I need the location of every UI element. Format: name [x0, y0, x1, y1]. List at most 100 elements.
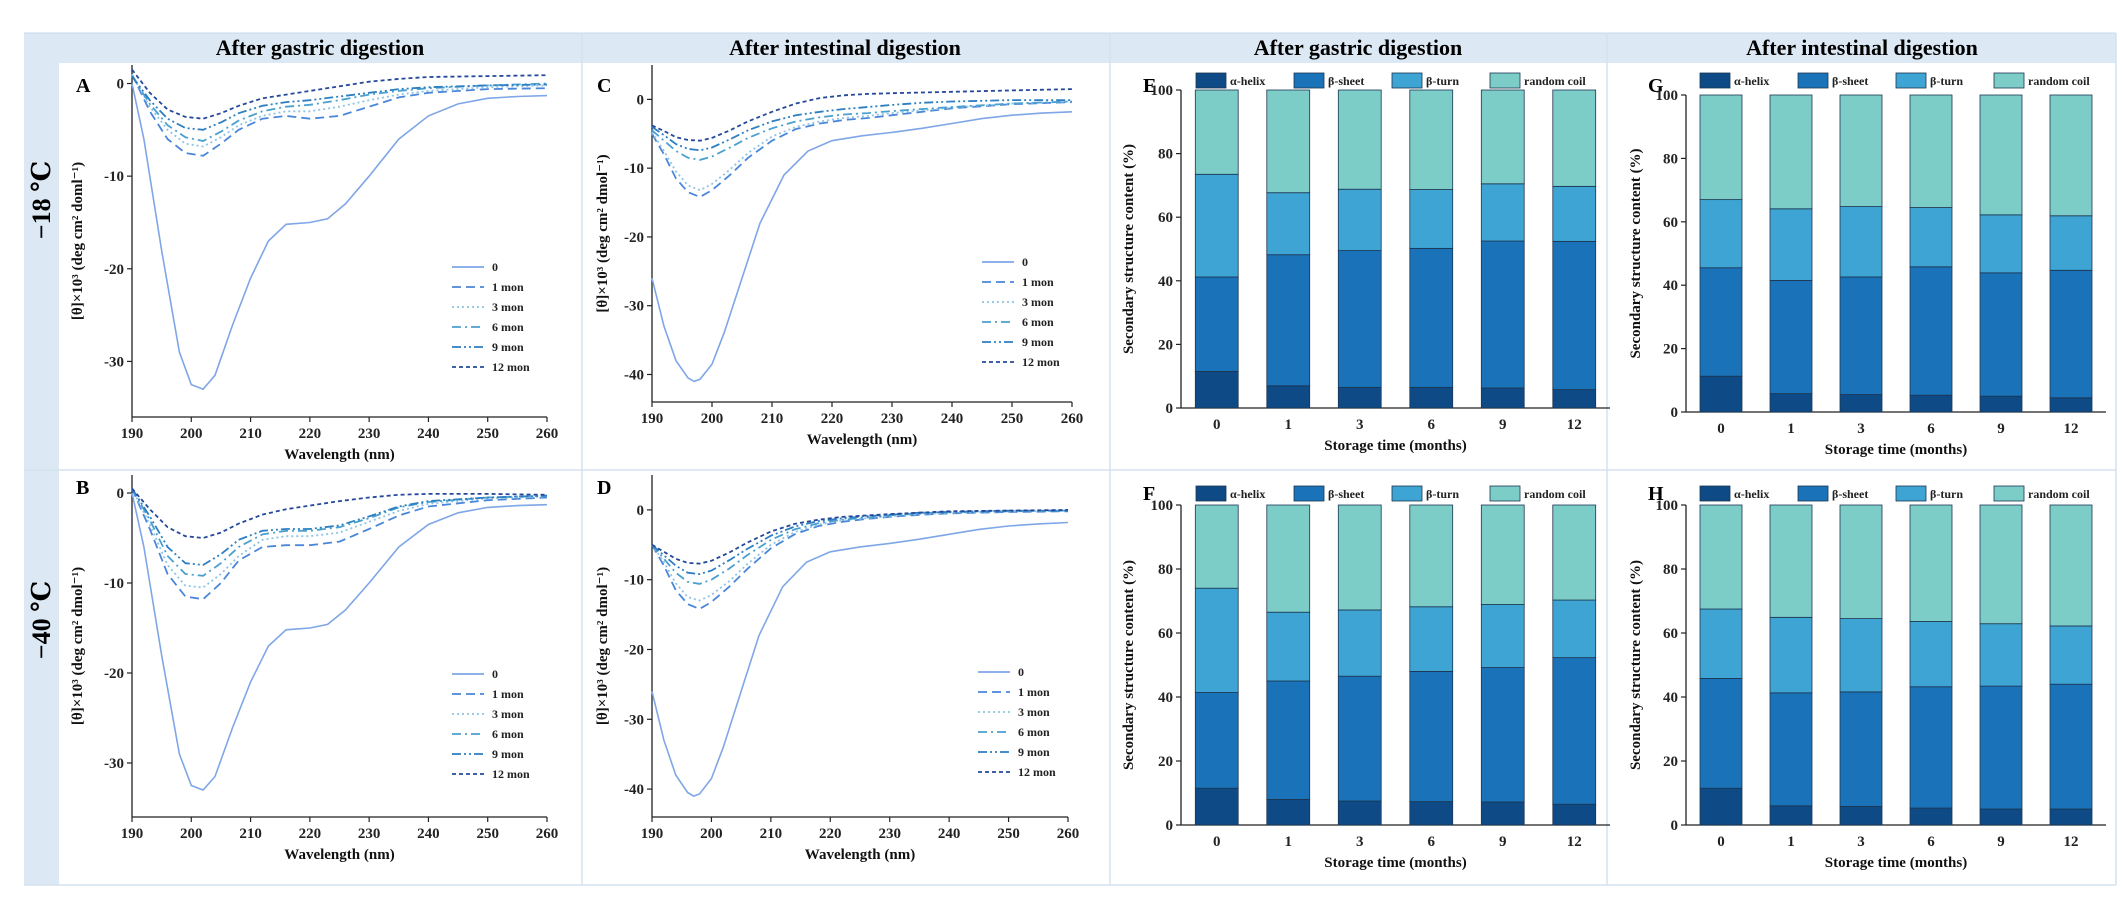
- series-line-3-mon: [651, 100, 1073, 192]
- bar-segment-random-coil: [1480, 89, 1525, 185]
- bar-segment-β-sheet: [2049, 683, 2093, 810]
- column-title-4: After intestinal digestion: [1746, 35, 1978, 60]
- y-tick-label: 20: [1158, 337, 1173, 353]
- legend-label: random coil: [2028, 74, 2090, 88]
- bar-segment-α-helix: [1699, 787, 1743, 826]
- bar-segment-random-coil: [1979, 94, 2023, 216]
- y-tick-label: 0: [117, 486, 125, 502]
- legend-label: 6 mon: [1018, 725, 1050, 739]
- bar-segment-β-sheet: [1266, 254, 1311, 387]
- y-tick-label: 80: [1663, 151, 1678, 167]
- legend-label: β-sheet: [1328, 74, 1364, 88]
- bar-segment-β-sheet: [1769, 692, 1813, 807]
- x-tick-label: 250: [1001, 411, 1024, 427]
- column-title-1: After gastric digestion: [216, 35, 425, 60]
- column-title-3: After gastric digestion: [1254, 35, 1463, 60]
- bar-segment-random-coil: [1909, 504, 1953, 622]
- y-tick-label: -10: [624, 573, 644, 589]
- legend-label: random coil: [1524, 487, 1586, 501]
- bar-segment-random-coil: [1409, 89, 1454, 190]
- legend-swatch: [1797, 72, 1829, 89]
- y-tick-label: 40: [1663, 690, 1678, 706]
- bar-segment-β-sheet: [1979, 272, 2023, 397]
- bar-segment-α-helix: [2049, 397, 2093, 413]
- x-tick-label: 230: [358, 826, 381, 842]
- y-tick-label: -40: [624, 782, 644, 798]
- series-line-1-mon: [131, 488, 548, 601]
- bar-segment-random-coil: [1839, 94, 1883, 207]
- legend-label: 9 mon: [492, 747, 524, 761]
- bar-segment-β-turn: [1480, 604, 1525, 668]
- x-tick-label: 9: [1499, 834, 1507, 850]
- x-tick-label: 3: [1356, 417, 1364, 433]
- bar-segment-random-coil: [1552, 89, 1597, 187]
- bar-segment-β-turn: [1839, 618, 1883, 693]
- bar-segment-α-helix: [1552, 389, 1597, 409]
- bar-segment-β-turn: [1337, 609, 1382, 677]
- bar-segment-β-sheet: [1909, 686, 1953, 809]
- bar-segment-β-turn: [1194, 587, 1239, 693]
- series-line-0: [131, 83, 548, 391]
- bar-segment-β-turn: [2049, 215, 2093, 271]
- series-line-1-mon: [131, 73, 548, 157]
- legend-swatch: [1195, 72, 1227, 89]
- bar-segment-β-turn: [1552, 185, 1597, 242]
- y-axis-label: [θ]×10³ (deg cm² doml⁻¹): [70, 162, 86, 320]
- bar-segment-α-helix: [1979, 395, 2023, 413]
- y-tick-label: 0: [1671, 405, 1679, 421]
- bar-segment-α-helix: [1769, 805, 1813, 826]
- x-tick-label: 250: [476, 426, 499, 442]
- x-axis-label: Wavelength (nm): [807, 432, 917, 448]
- bar-segment-random-coil: [1769, 94, 1813, 210]
- x-tick-label: 210: [760, 826, 783, 842]
- y-tick-label: 0: [637, 503, 645, 519]
- bar-segment-random-coil: [1839, 504, 1883, 619]
- x-tick-label: 250: [997, 826, 1020, 842]
- legend-label: 0: [1018, 665, 1024, 679]
- y-axis-label: [θ]×10³ (deg cm² dmol⁻¹): [70, 567, 86, 725]
- x-tick-label: 9: [1997, 834, 2005, 850]
- x-tick-label: 1: [1285, 834, 1293, 850]
- bar-segment-α-helix: [1909, 394, 1953, 413]
- bar-segment-β-sheet: [1194, 276, 1239, 372]
- x-tick-label: 6: [1428, 834, 1436, 850]
- x-tick-label: 190: [121, 826, 144, 842]
- bar-segment-β-sheet: [1266, 680, 1311, 800]
- legend-label: 3 mon: [492, 707, 524, 721]
- legend-label: 0: [492, 667, 498, 681]
- x-tick-label: 260: [1061, 411, 1084, 427]
- x-tick-label: 200: [180, 826, 203, 842]
- bar-segment-α-helix: [1909, 807, 1953, 826]
- bar-segment-β-sheet: [1409, 247, 1454, 388]
- series-line-0: [651, 521, 1069, 797]
- legend-swatch: [1489, 72, 1521, 89]
- series-line-0: [131, 492, 548, 791]
- column-title-2: After intestinal digestion: [729, 35, 961, 60]
- x-tick-label: 210: [761, 411, 784, 427]
- y-axis-label: [θ]×10³ (deg cm² dmol⁻¹): [595, 567, 611, 725]
- panel-label: C: [597, 75, 611, 97]
- legend-label: α-helix: [1230, 74, 1265, 88]
- row-title-minus40: −40 ℃: [27, 581, 56, 659]
- x-tick-label: 0: [1717, 421, 1725, 437]
- bar-segment-α-helix: [1194, 787, 1239, 826]
- x-tick-label: 210: [239, 826, 262, 842]
- x-tick-label: 220: [821, 411, 844, 427]
- legend-label: 9 mon: [492, 340, 524, 354]
- panel-label: A: [76, 75, 91, 97]
- bar-segment-α-helix: [1699, 375, 1743, 413]
- column-header-band: [24, 33, 2116, 63]
- x-tick-label: 200: [700, 826, 723, 842]
- y-tick-label: 100: [1151, 498, 1174, 514]
- series-line-12-mon: [651, 88, 1073, 142]
- legend-swatch: [1195, 485, 1227, 502]
- bar-segment-β-sheet: [1839, 276, 1883, 395]
- legend-label: 6 mon: [1022, 315, 1054, 329]
- bar-segment-β-turn: [1266, 192, 1311, 256]
- legend-label: β-sheet: [1832, 487, 1868, 501]
- bar-segment-β-turn: [1839, 206, 1883, 278]
- x-tick-label: 9: [1499, 417, 1507, 433]
- legend-label: 9 mon: [1022, 335, 1054, 349]
- bar-segment-β-turn: [1909, 621, 1953, 688]
- y-tick-label: 20: [1158, 754, 1173, 770]
